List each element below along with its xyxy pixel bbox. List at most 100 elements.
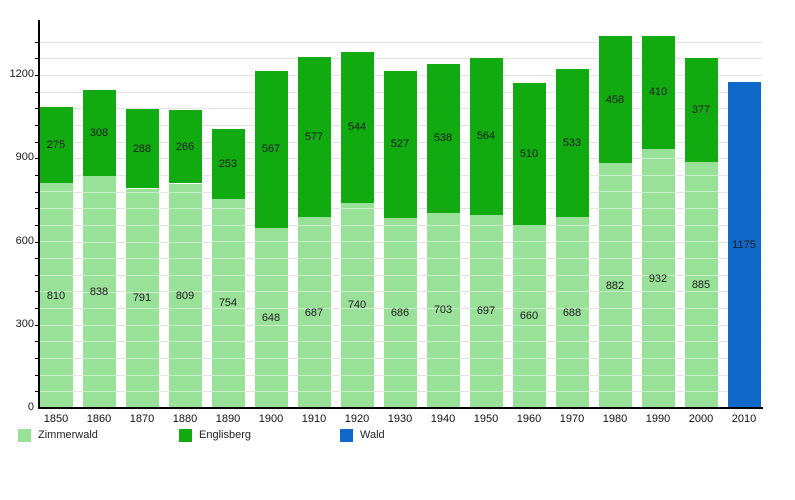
y-axis-tick <box>34 241 38 243</box>
gridline-overlay <box>125 324 159 326</box>
gridline-overlay <box>168 324 202 326</box>
bar-segment-zimmerwald-1910: 687 <box>297 217 331 408</box>
gridline-overlay <box>684 308 718 310</box>
y-axis-label-0: 0 <box>27 401 34 413</box>
gridline-overlay <box>426 324 460 326</box>
gridline-overlay <box>82 358 116 360</box>
gridline-overlay <box>641 291 675 293</box>
gridline-overlay <box>39 191 73 193</box>
gridline-overlay <box>469 341 503 343</box>
bar-segment-zimmerwald-1890: 754 <box>211 198 245 408</box>
bar-segment-zimmerwald-1900: 648 <box>254 228 288 408</box>
gridline-overlay <box>168 224 202 226</box>
y-axis-tick <box>34 391 38 393</box>
gridline-overlay <box>254 374 288 376</box>
gridline-overlay <box>469 258 503 260</box>
gridline-overlay <box>641 391 675 393</box>
gridline-overlay <box>82 274 116 276</box>
gridline-overlay <box>39 224 73 226</box>
gridline-overlay <box>125 391 159 393</box>
y-axis-tick <box>34 374 38 376</box>
x-axis-label-1910: 1910 <box>301 413 327 425</box>
gridline-overlay <box>426 357 460 359</box>
y-axis-tick <box>34 124 38 126</box>
y-axis-tick <box>34 141 38 143</box>
segment-value-label: 885 <box>691 279 711 292</box>
y-axis-tick <box>34 191 38 193</box>
gridline-overlay <box>426 241 460 243</box>
bar-segment-zimmerwald-1970: 688 <box>555 217 589 408</box>
gridline-overlay <box>211 291 245 293</box>
segment-value-label: 882 <box>605 279 625 292</box>
y-axis-tick <box>34 308 38 310</box>
bar-segment-englisberg-1890: 253 <box>211 128 245 199</box>
gridline-overlay <box>39 241 73 243</box>
gridline-overlay <box>684 341 718 343</box>
gridline-overlay <box>426 391 460 393</box>
gridline-overlay <box>684 324 718 326</box>
gridline-overlay <box>426 308 460 310</box>
segment-value-label: 791 <box>132 292 152 305</box>
gridline-overlay <box>555 291 589 293</box>
x-axis-label-1940: 1940 <box>430 413 456 425</box>
gridline-overlay <box>340 274 374 276</box>
gridline-overlay <box>39 324 73 326</box>
gridline-overlay <box>426 258 460 260</box>
gridline-overlay <box>254 358 288 360</box>
gridline-overlay <box>598 224 632 226</box>
gridline-overlay <box>254 291 288 293</box>
gridline-overlay <box>383 291 417 293</box>
gridline-overlay <box>125 208 159 210</box>
x-axis-label-1930: 1930 <box>387 413 413 425</box>
gridline-overlay <box>555 374 589 376</box>
gridline-overlay <box>383 258 417 260</box>
gridline-overlay <box>168 291 202 293</box>
segment-value-label: 838 <box>89 285 109 298</box>
gridline-overlay <box>641 341 675 343</box>
x-axis-label-1970: 1970 <box>559 413 585 425</box>
gridline-overlay <box>383 241 417 243</box>
gridline-overlay <box>39 291 73 293</box>
gridline-overlay <box>39 274 73 276</box>
gridline-overlay <box>125 241 159 243</box>
segment-value-label: 660 <box>519 310 539 323</box>
gridline-overlay <box>469 358 503 360</box>
gridline-overlay <box>297 391 331 393</box>
gridline-overlay <box>598 174 632 176</box>
segment-value-label: 686 <box>390 306 410 319</box>
gridline-overlay <box>469 291 503 293</box>
gridline-overlay <box>125 258 159 260</box>
gridline-overlay <box>426 341 460 343</box>
bar-segment-zimmerwald-1940: 703 <box>426 212 460 408</box>
gridline-overlay <box>297 291 331 293</box>
gridline-overlay <box>254 308 288 310</box>
x-axis-label-1860: 1860 <box>86 413 112 425</box>
segment-value-label: 288 <box>132 142 152 155</box>
gridline-overlay <box>426 224 460 226</box>
gridline-overlay <box>684 274 718 276</box>
gridline-overlay <box>297 308 331 310</box>
gridline-overlay <box>297 258 331 260</box>
bar-segment-zimmerwald-1870: 791 <box>125 188 159 408</box>
gridline-overlay <box>254 324 288 326</box>
gridline-overlay <box>297 324 331 326</box>
gridline-overlay <box>297 358 331 360</box>
gridline-overlay <box>168 274 202 276</box>
gridline-overlay <box>82 241 116 243</box>
bar-segment-englisberg-1880: 266 <box>168 109 202 184</box>
gridline-overlay <box>168 341 202 343</box>
segment-value-label: 308 <box>89 126 109 139</box>
gridline-overlay <box>340 391 374 393</box>
gridline-overlay <box>383 374 417 376</box>
gridline-overlay <box>512 308 546 310</box>
bar-segment-wald-2010: 1175 <box>727 81 761 408</box>
gridline-overlay <box>340 357 374 359</box>
gridline-overlay <box>555 358 589 360</box>
gridline-overlay <box>426 374 460 376</box>
gridline-overlay <box>254 258 288 260</box>
gridline-overlay <box>82 291 116 293</box>
x-axis-label-1950: 1950 <box>473 413 499 425</box>
gridline-overlay <box>684 191 718 193</box>
chart-legend: Zimmerwald Englisberg Wald <box>0 428 795 458</box>
gridline-overlay <box>211 358 245 360</box>
